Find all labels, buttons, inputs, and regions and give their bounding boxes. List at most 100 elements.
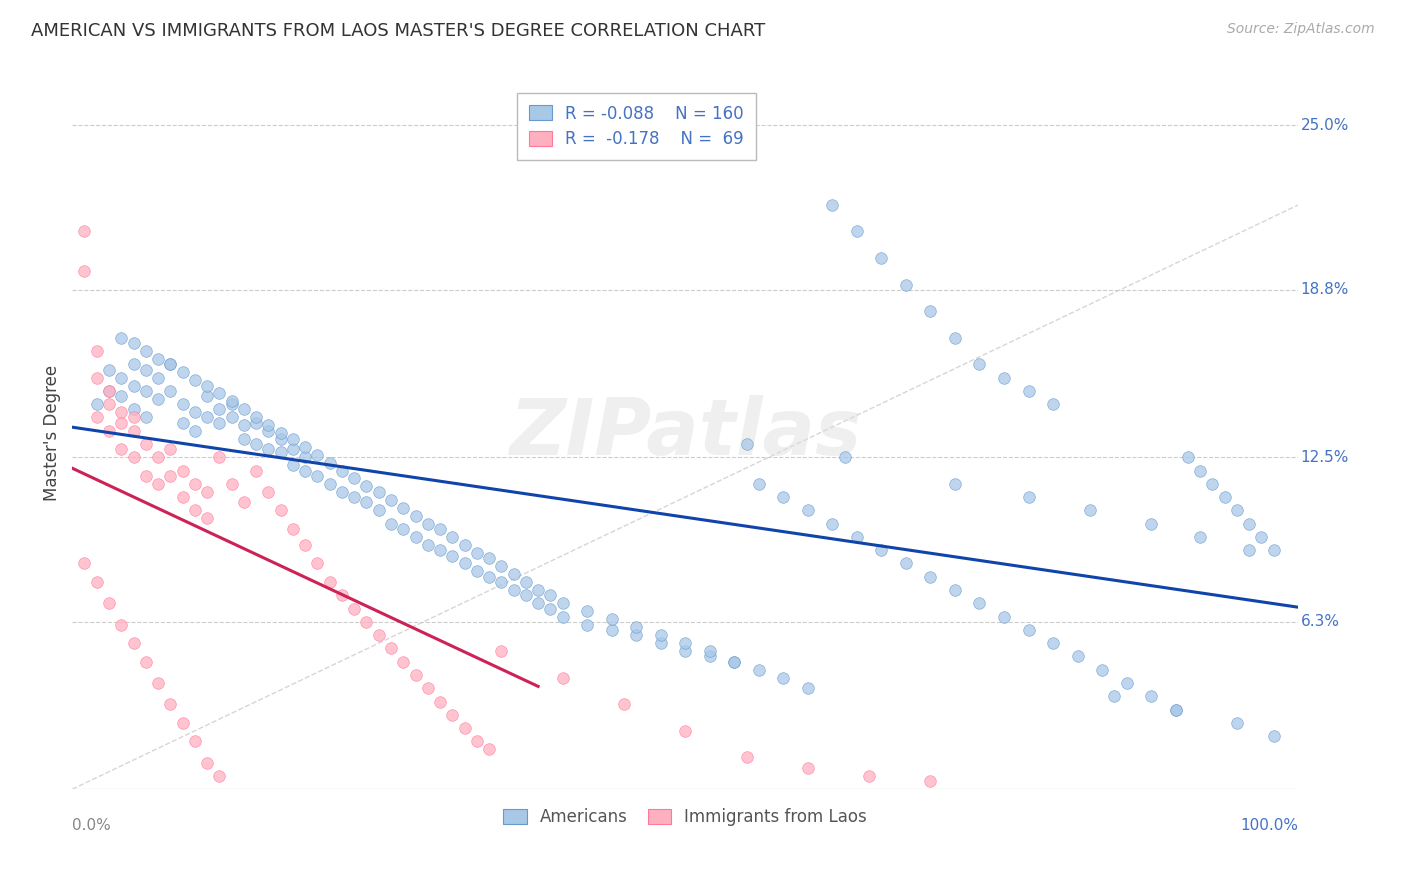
Point <box>429 522 451 536</box>
Point <box>110 617 132 632</box>
Point <box>1263 729 1285 743</box>
Point <box>515 575 537 590</box>
Point <box>135 468 157 483</box>
Point <box>993 370 1015 384</box>
Text: AMERICAN VS IMMIGRANTS FROM LAOS MASTER'S DEGREE CORRELATION CHART: AMERICAN VS IMMIGRANTS FROM LAOS MASTER'… <box>31 22 765 40</box>
Point <box>441 549 464 563</box>
Point <box>650 628 672 642</box>
Point <box>797 681 820 696</box>
Point <box>294 463 316 477</box>
Point <box>429 695 451 709</box>
Point <box>650 636 672 650</box>
Point <box>673 723 696 738</box>
Point <box>551 671 574 685</box>
Point <box>1164 702 1187 716</box>
Point <box>195 756 218 770</box>
Point <box>73 225 96 239</box>
Point <box>195 389 218 403</box>
Point <box>159 384 181 398</box>
Point <box>735 750 758 764</box>
Text: 100.0%: 100.0% <box>1240 818 1298 833</box>
Point <box>392 500 415 515</box>
Point <box>146 392 169 406</box>
Point <box>146 450 169 465</box>
Point <box>453 538 475 552</box>
Point <box>86 397 108 411</box>
Point <box>159 697 181 711</box>
Point <box>969 596 991 610</box>
Point <box>920 774 942 789</box>
Point <box>270 503 292 517</box>
Point <box>270 432 292 446</box>
Point <box>330 484 353 499</box>
Point <box>98 397 121 411</box>
Point <box>993 609 1015 624</box>
Point <box>613 697 636 711</box>
Point <box>184 373 207 387</box>
Point <box>110 370 132 384</box>
Point <box>673 636 696 650</box>
Point <box>1177 450 1199 465</box>
Point <box>405 530 427 544</box>
Point <box>110 331 132 345</box>
Point <box>1164 702 1187 716</box>
Point <box>208 450 231 465</box>
Point <box>1226 715 1249 730</box>
Point <box>600 623 623 637</box>
Point <box>86 410 108 425</box>
Point <box>834 450 856 465</box>
Point <box>122 424 145 438</box>
Point <box>122 636 145 650</box>
Point <box>110 389 132 403</box>
Point <box>159 357 181 371</box>
Point <box>380 516 402 531</box>
Point <box>429 543 451 558</box>
Point <box>821 198 844 212</box>
Point <box>343 471 366 485</box>
Legend: Americans, Immigrants from Laos: Americans, Immigrants from Laos <box>495 799 876 834</box>
Point <box>699 649 721 664</box>
Point <box>870 543 893 558</box>
Point <box>405 668 427 682</box>
Point <box>624 620 647 634</box>
Point <box>748 476 770 491</box>
Point <box>318 575 340 590</box>
Point <box>356 495 378 509</box>
Point <box>208 402 231 417</box>
Point <box>281 522 304 536</box>
Point <box>551 596 574 610</box>
Point <box>146 676 169 690</box>
Point <box>502 567 524 582</box>
Point <box>1189 530 1212 544</box>
Point <box>465 546 488 560</box>
Point <box>86 370 108 384</box>
Point <box>184 476 207 491</box>
Point <box>478 570 501 584</box>
Point <box>159 357 181 371</box>
Point <box>367 503 389 517</box>
Point <box>172 397 194 411</box>
Point <box>135 437 157 451</box>
Point <box>1140 516 1163 531</box>
Point <box>453 557 475 571</box>
Point <box>735 437 758 451</box>
Point <box>330 463 353 477</box>
Point <box>478 551 501 566</box>
Point <box>527 596 550 610</box>
Point <box>920 304 942 318</box>
Point <box>221 397 243 411</box>
Point <box>172 463 194 477</box>
Point <box>122 336 145 351</box>
Point <box>367 484 389 499</box>
Point <box>491 644 513 658</box>
Point <box>281 458 304 473</box>
Point <box>294 440 316 454</box>
Point <box>232 495 254 509</box>
Point <box>1263 543 1285 558</box>
Point <box>723 655 745 669</box>
Point <box>330 588 353 602</box>
Point <box>73 264 96 278</box>
Point <box>98 384 121 398</box>
Point <box>673 644 696 658</box>
Point <box>172 365 194 379</box>
